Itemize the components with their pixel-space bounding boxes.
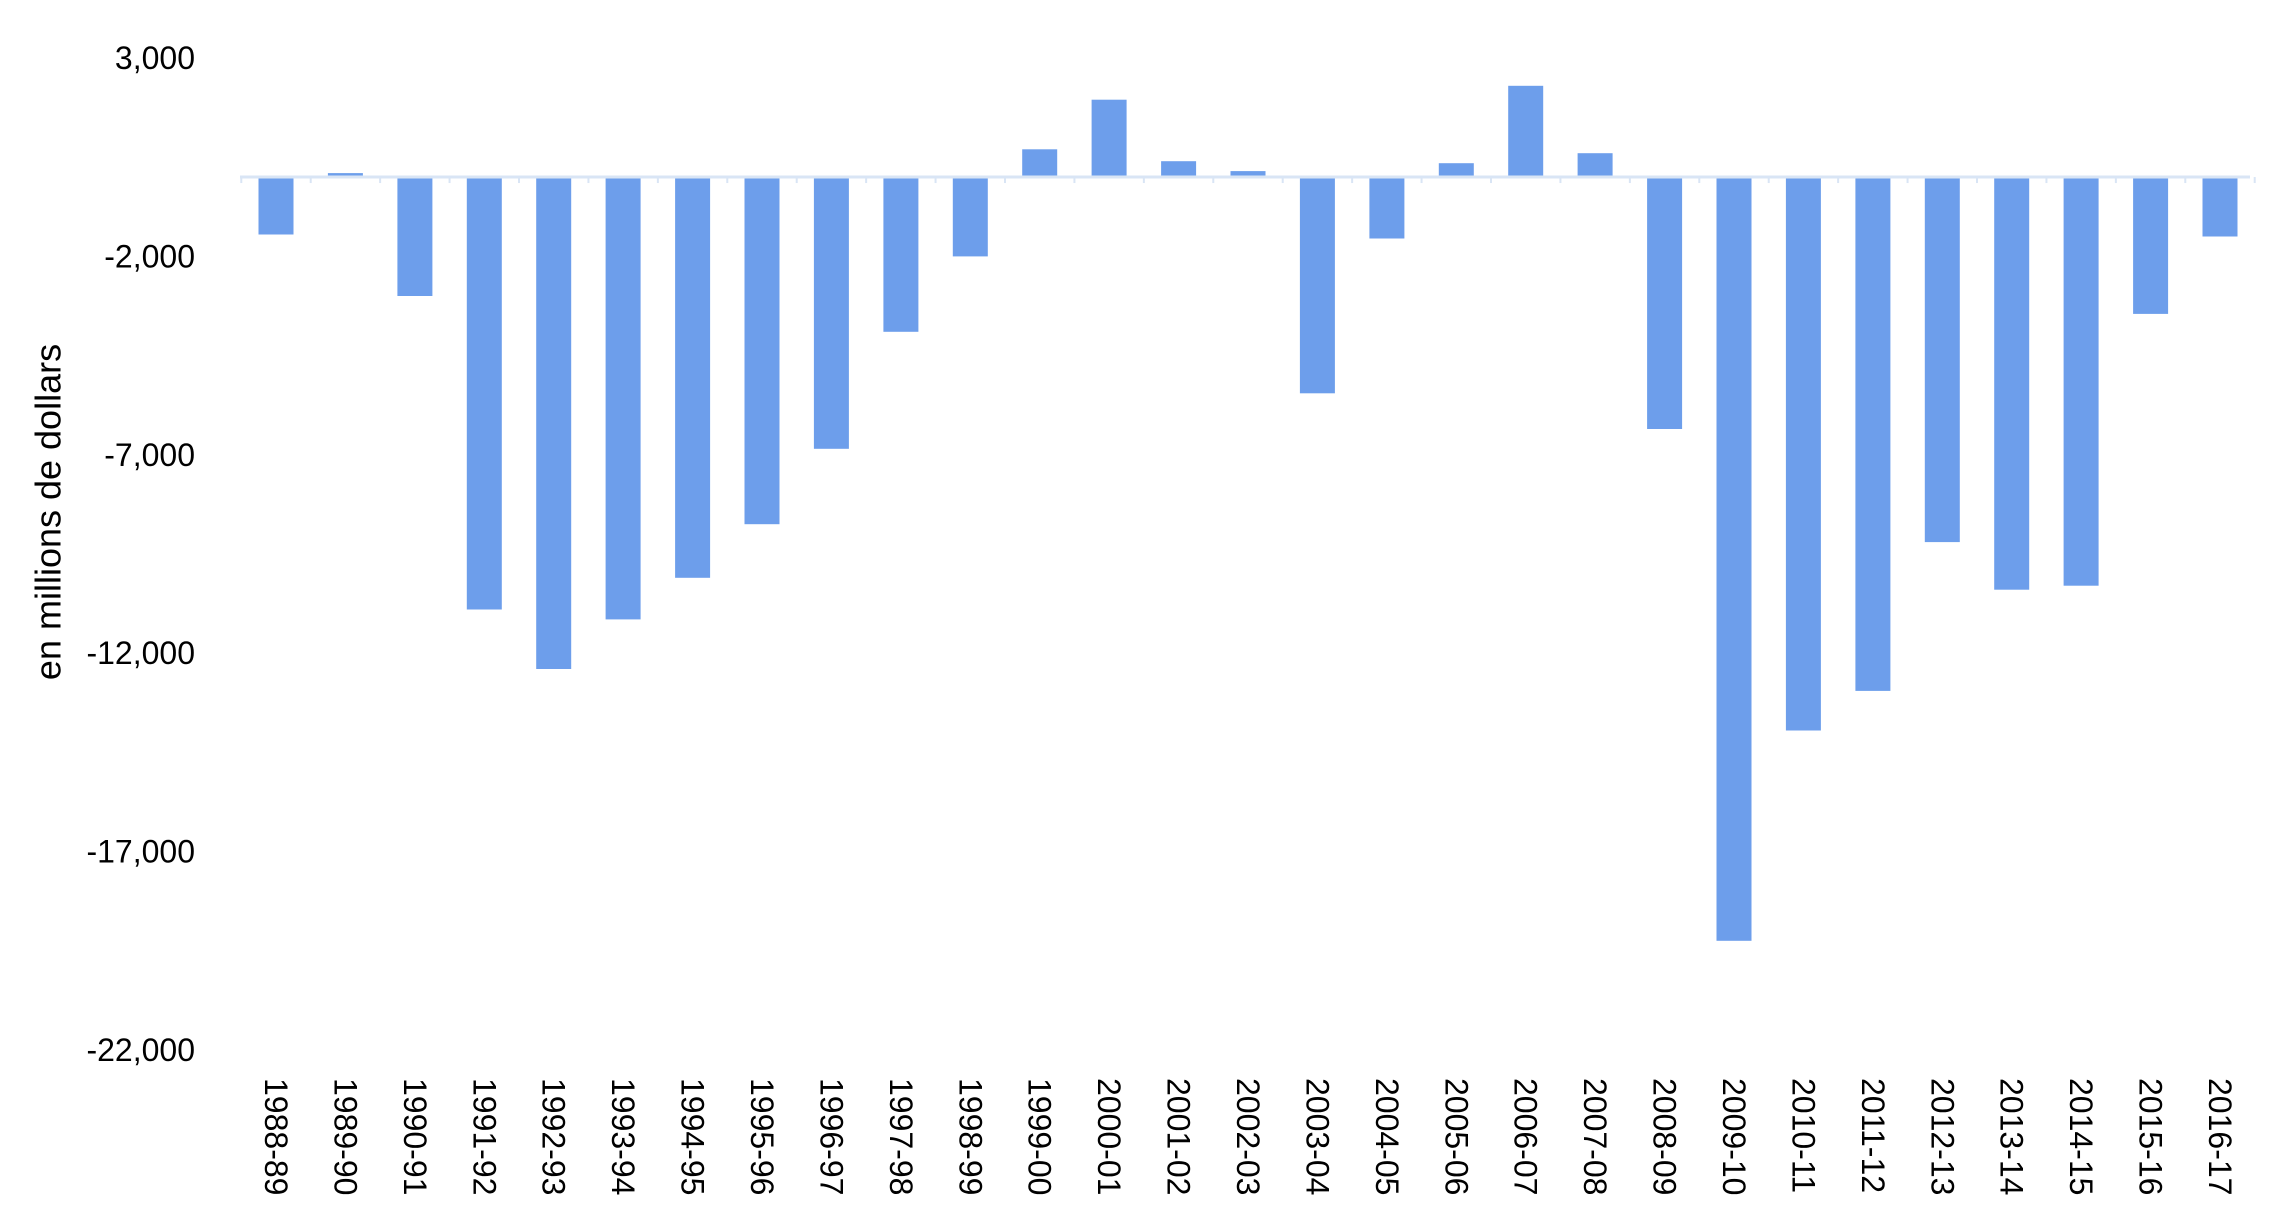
x-tick-label: 2012-13 (1924, 1078, 1960, 1195)
bar-2007-08 (1577, 153, 1613, 177)
x-axis (240, 175, 2256, 184)
bar-2010-11 (1785, 177, 1821, 731)
bar-1994-95 (675, 177, 711, 578)
y-tick-label: -12,000 (86, 635, 195, 671)
y-tick-label: -22,000 (86, 1032, 195, 1068)
bar-2015-16 (2133, 177, 2169, 314)
bar-1999-00 (1022, 149, 1058, 178)
x-tick-label: 1991-92 (466, 1078, 502, 1195)
x-axis-tick-labels: 1988-89 1989-90 1990-91 1991-92 1992-93 1993-… (258, 1078, 2238, 1195)
bar-2014-15 (2063, 177, 2099, 586)
bar-2004-05 (1369, 177, 1405, 239)
bar-1989-90 (327, 173, 363, 178)
y-axis-tick-labels: 3,000 -2,000 -7,000 -12,000 -17,000 -22,000 (86, 40, 195, 1068)
x-tick-label: 2010-11 (1785, 1078, 1821, 1193)
x-tick-label: 2004-05 (1369, 1078, 1405, 1195)
x-tick-label: 2008-09 (1647, 1078, 1683, 1195)
x-tick-label: 2002-03 (1230, 1078, 1266, 1195)
bar-2003-04 (1299, 177, 1335, 394)
x-tick-label: 2001-02 (1161, 1078, 1197, 1195)
y-axis-title: en millions de dollars (28, 344, 69, 680)
x-tick-label: 2007-08 (1577, 1078, 1613, 1195)
x-tick-label: 1993-94 (605, 1078, 641, 1195)
x-tick-label: 1997-98 (883, 1078, 919, 1195)
x-tick-label: 1999-00 (1022, 1078, 1058, 1195)
x-tick-label: 1992-93 (536, 1078, 572, 1195)
bar-1996-97 (813, 177, 849, 449)
x-tick-label: 2016-17 (2202, 1078, 2238, 1195)
bar-1998-99 (952, 177, 988, 257)
bar-2012-13 (1924, 177, 1960, 543)
bar-2016-17 (2202, 177, 2238, 237)
bar-2000-01 (1091, 99, 1127, 178)
bar-1997-98 (883, 177, 919, 332)
bar-1990-91 (397, 177, 433, 296)
bar-1993-94 (605, 177, 641, 620)
y-tick-label: -17,000 (86, 834, 195, 870)
bar-2013-14 (1994, 177, 2030, 590)
x-tick-label: 2011-12 (1855, 1078, 1891, 1193)
x-tick-label: 1988-89 (258, 1078, 294, 1195)
x-tick-label: 1989-90 (327, 1078, 363, 1195)
bar-2006-07 (1508, 85, 1544, 178)
y-tick-label: -2,000 (104, 238, 195, 274)
x-tick-label: 2000-01 (1091, 1078, 1127, 1195)
bar-2011-12 (1855, 177, 1891, 691)
x-tick-label: 2014-15 (2063, 1078, 2099, 1195)
bar-2005-06 (1438, 163, 1474, 178)
bar-1991-92 (466, 177, 502, 610)
x-tick-label: 2015-16 (2133, 1078, 2169, 1195)
x-tick-label: 2006-07 (1508, 1078, 1544, 1195)
bar-2008-09 (1647, 177, 1683, 429)
bar-1988-89 (258, 177, 294, 235)
x-tick-label: 1990-91 (397, 1078, 433, 1195)
x-tick-label: 2009-10 (1716, 1078, 1752, 1195)
x-tick-label: 1995-96 (744, 1078, 780, 1195)
bars (258, 85, 2238, 941)
bar-2009-10 (1716, 177, 1752, 941)
y-tick-label: 3,000 (115, 40, 195, 76)
bar-1995-96 (744, 177, 780, 525)
x-tick-label: 2013-14 (1994, 1078, 2030, 1195)
x-tick-label: 2005-06 (1438, 1078, 1474, 1195)
x-tick-label: 2003-04 (1299, 1078, 1335, 1195)
y-tick-label: -7,000 (104, 437, 195, 473)
x-tick-label: 1994-95 (675, 1078, 711, 1195)
x-tick-label: 1996-97 (813, 1078, 849, 1195)
bar-1992-93 (536, 177, 572, 669)
bar-2001-02 (1161, 161, 1197, 178)
x-tick-label: 1998-99 (952, 1078, 988, 1195)
bar-2002-03 (1230, 171, 1266, 178)
